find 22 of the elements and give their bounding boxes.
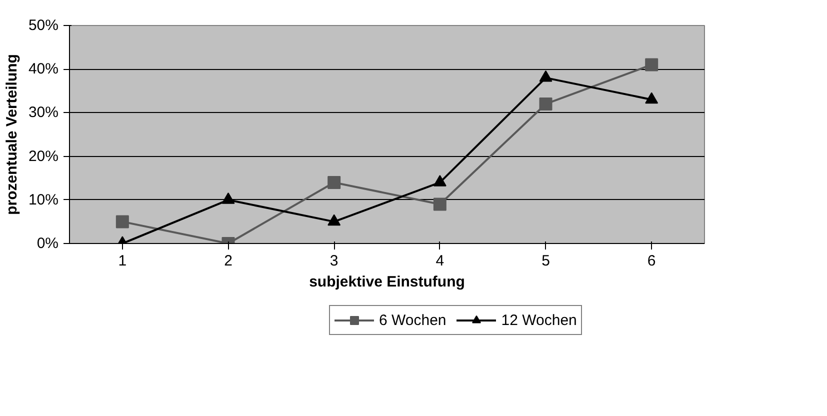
- x-tick-label: 3: [330, 252, 338, 270]
- point: [328, 214, 341, 226]
- point: [433, 175, 446, 186]
- y-axis-title: prozentuale Verteilung: [3, 54, 20, 215]
- point: [645, 92, 658, 104]
- y-tick-label: 30%: [28, 104, 59, 122]
- point: [539, 97, 552, 110]
- y-tick-label: 40%: [28, 60, 59, 78]
- x-tick-label: 2: [224, 252, 232, 270]
- x-tick-label: 4: [436, 252, 444, 270]
- y-tick-label: 50%: [28, 17, 59, 34]
- x-axis-title: subjektive Einstufung: [309, 274, 465, 290]
- x-tick-label: 5: [542, 252, 550, 270]
- point: [645, 58, 658, 72]
- legend-label: 6 Wochen: [379, 312, 446, 328]
- x-tick-label: 6: [647, 252, 656, 270]
- x-tick-label: 1: [118, 252, 127, 270]
- legend-label: 12 Wochen: [501, 312, 577, 328]
- y-tick-label: 10%: [28, 191, 59, 208]
- y-tick-label: 0%: [36, 235, 59, 252]
- y-tick-label: 20%: [28, 148, 59, 165]
- point: [222, 192, 235, 204]
